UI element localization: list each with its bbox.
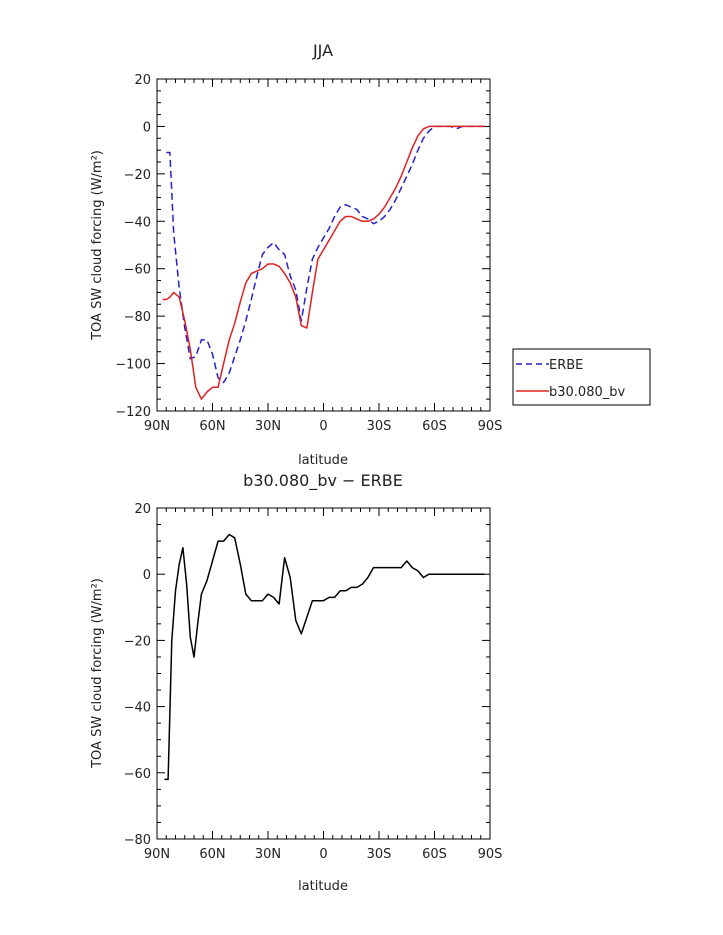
bottom-y-axis-label: TOA SW cloud forcing (W/m²) [90,578,105,769]
bottom-chart-title: b30.080_bv − ERBE [243,471,403,491]
y-tick-label: −80 [124,833,151,848]
top-tick-labels: 90N 60N 30N 0 30S 60S 90S 20 0 −20 −40 −60 −80 −100 −1… [115,73,502,434]
top-x-axis-label: latitude [298,453,348,468]
y-tick-label: 20 [134,502,151,517]
series-line-b30-080-bv [162,125,485,400]
bottom-series [164,533,485,781]
top-y-axis-label: TOA SW cloud forcing (W/m²) [90,150,105,341]
y-tick-label: −40 [124,215,151,230]
top-series [162,125,485,400]
x-tick-label: 60S [422,847,447,862]
y-tick-label: −100 [115,358,151,373]
x-tick-label: 60N [199,419,225,434]
top-chart-title: JJA [312,41,333,60]
x-tick-label: 30N [255,847,281,862]
y-tick-label: −20 [124,168,151,183]
y-tick-label: −60 [124,767,151,782]
y-tick-label: 20 [134,73,151,88]
x-tick-label: 60S [422,419,447,434]
bottom-tick-labels: 90N 60N 30N 0 30S 60S 90S 20 0 −20 −40 −60 −80 [124,502,503,862]
bottom-ticks [156,507,491,840]
x-tick-label: 90S [478,847,503,862]
top-plot-frame [156,78,491,412]
x-tick-label: 90S [478,419,503,434]
bottom-x-axis-label: latitude [298,879,348,894]
y-tick-label: −40 [124,701,151,716]
x-tick-label: 60N [199,847,225,862]
y-tick-label: −20 [124,634,151,649]
legend-label-erbe: ERBE [549,358,583,373]
legend-label-model: b30.080_bv [549,385,625,400]
bottom-plot-frame [156,507,491,840]
bottom-panel: b30.080_bv − ERBE 90N 60N 30N 0 30S 60S 90S 20 0… [90,471,502,894]
top-panel: JJA 90N 60N 30N 0 30S 60S 90S 20 0 −20 −40 −60 −80 −1… [90,41,502,468]
x-tick-label: 30N [255,419,281,434]
y-tick-label: 0 [143,568,151,583]
x-tick-label: 90N [144,847,170,862]
y-tick-label: −60 [124,263,151,278]
series-line-difference [164,533,485,781]
x-tick-label: 0 [319,847,327,862]
y-tick-label: 0 [143,120,151,135]
x-tick-label: 30S [367,419,392,434]
x-tick-label: 90N [144,419,170,434]
legend: ERBE b30.080_bv [512,348,651,406]
y-tick-label: −80 [124,310,151,325]
legend-box [512,348,651,406]
x-tick-label: 30S [367,847,392,862]
x-tick-label: 0 [319,419,327,434]
series-line-erbe [166,125,485,384]
y-tick-label: −120 [115,405,151,420]
top-ticks [156,78,491,412]
